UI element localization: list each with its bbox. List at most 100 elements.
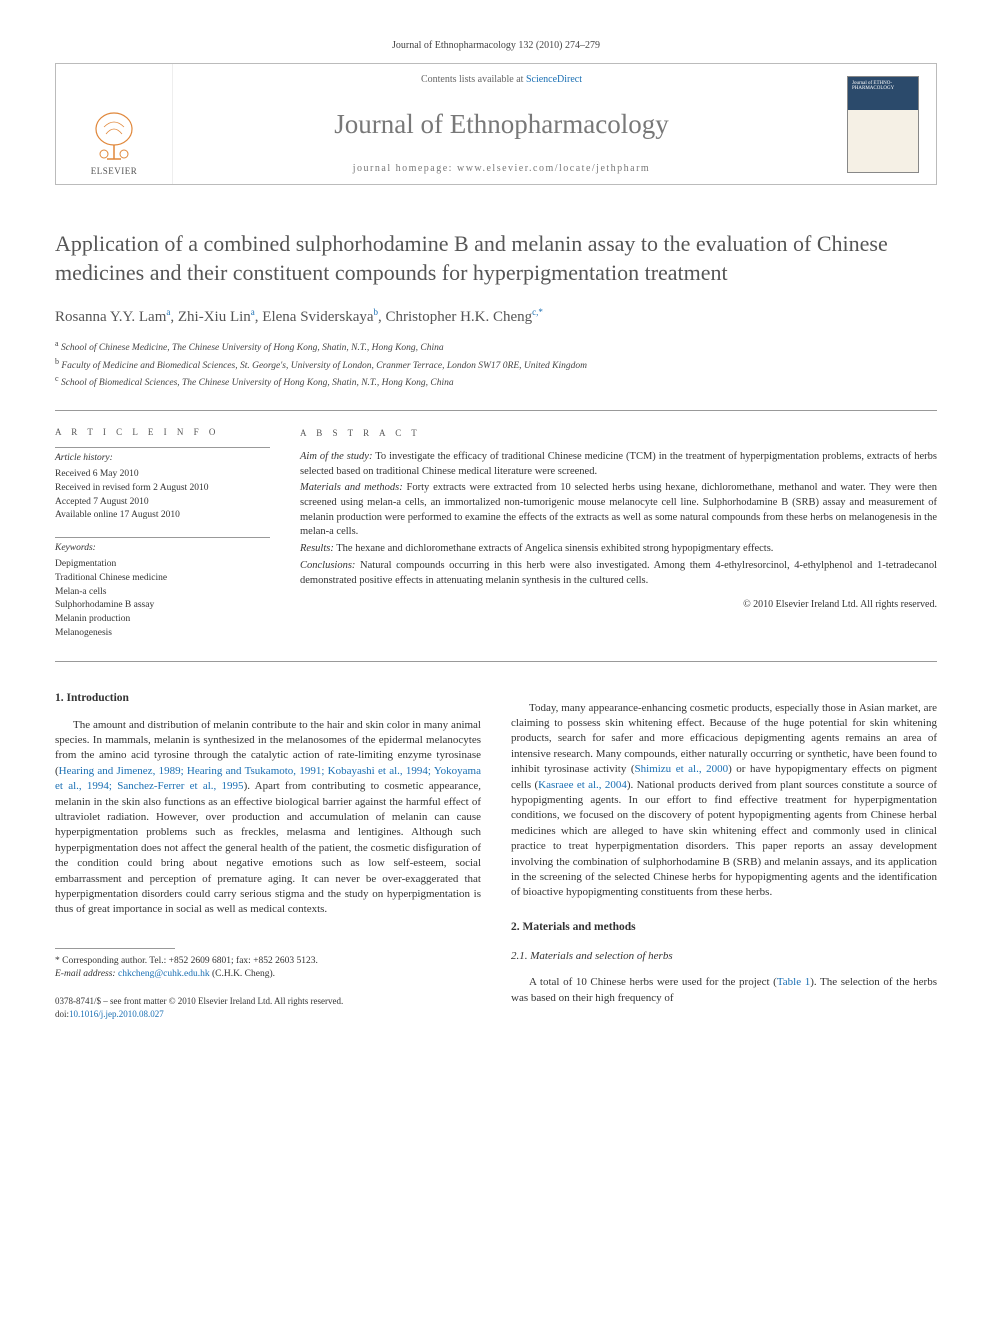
corresponding-footnote: * Corresponding author. Tel.: +852 2609 … xyxy=(55,955,481,982)
publisher-name: ELSEVIER xyxy=(91,166,138,176)
abstract-section: Aim of the study: To investigate the eff… xyxy=(300,450,937,479)
keyword: Melanogenesis xyxy=(55,627,270,641)
author: Elena Sviderskayab xyxy=(262,309,378,325)
article-info-block: A R T I C L E I N F O Article history: R… xyxy=(55,417,270,654)
keyword: Traditional Chinese medicine xyxy=(55,572,270,586)
cover-thumb-box: Journal of ETHNO- PHARMACOLOGY xyxy=(830,64,936,184)
journal-homepage-line: journal homepage: www.elsevier.com/locat… xyxy=(193,163,810,174)
affiliation: c School of Biomedical Sciences, The Chi… xyxy=(55,373,937,390)
email-link[interactable]: chkcheng@cuhk.edu.hk xyxy=(118,969,210,979)
abstract-heading: A B S T R A C T xyxy=(300,427,937,440)
email-label: E-mail address: xyxy=(55,969,118,979)
keyword: Melanin production xyxy=(55,613,270,627)
author-name: Elena Sviderskaya xyxy=(262,309,373,325)
table-link[interactable]: Table 1 xyxy=(777,976,810,988)
left-column: 1. Introduction The amount and distribut… xyxy=(55,690,481,1021)
page-footer: 0378-8741/$ – see front matter © 2010 El… xyxy=(55,995,481,1020)
abs-text: The hexane and dichloromethane extracts … xyxy=(336,543,773,554)
footer-doi-line: doi:10.1016/j.jep.2010.08.027 xyxy=(55,1008,481,1021)
abstract-block: A B S T R A C T Aim of the study: To inv… xyxy=(300,417,937,654)
para-text: ). National products derived from plant … xyxy=(511,779,937,899)
keyword: Depigmentation xyxy=(55,558,270,572)
history-item: Accepted 7 August 2010 xyxy=(55,496,270,510)
abstract-copyright: © 2010 Elsevier Ireland Ltd. All rights … xyxy=(300,598,937,612)
publisher-logo-box: ELSEVIER xyxy=(56,64,173,184)
running-head-citation: Journal of Ethnopharmacology 132 (2010) … xyxy=(55,40,937,51)
abs-text: Natural compounds occurring in this herb… xyxy=(300,560,937,586)
homepage-link[interactable]: www.elsevier.com/locate/jethpharm xyxy=(457,163,650,174)
section-divider xyxy=(55,410,937,411)
section-heading-intro: 1. Introduction xyxy=(55,690,481,706)
keywords-block: Keywords: Depigmentation Traditional Chi… xyxy=(55,537,270,640)
abs-label: Results: xyxy=(300,543,334,554)
homepage-prefix: journal homepage: xyxy=(353,163,457,174)
sciencedirect-link[interactable]: ScienceDirect xyxy=(526,74,582,85)
keyword: Sulphorhodamine B assay xyxy=(55,599,270,613)
keyword: Melan-a cells xyxy=(55,586,270,600)
footer-copyright: 0378-8741/$ – see front matter © 2010 El… xyxy=(55,995,481,1008)
author: Zhi-Xiu Lina xyxy=(178,309,255,325)
citation-link[interactable]: Shimizu et al., 2000 xyxy=(635,763,729,775)
abs-label: Materials and methods: xyxy=(300,482,403,493)
article-title: Application of a combined sulphorhodamin… xyxy=(55,230,937,287)
author: Rosanna Y.Y. Lama xyxy=(55,309,170,325)
citation-link[interactable]: Kasraee et al., 2004 xyxy=(538,779,627,791)
article-history: Article history: Received 6 May 2010 Rec… xyxy=(55,447,270,523)
elsevier-tree-icon xyxy=(89,109,139,164)
para-text: A total of 10 Chinese herbs were used fo… xyxy=(529,976,777,988)
author-aff-sup: b xyxy=(374,307,379,317)
right-column: Today, many appearance-enhancing cosmeti… xyxy=(511,690,937,1021)
contents-available-line: Contents lists available at ScienceDirec… xyxy=(193,74,810,85)
author-name: Rosanna Y.Y. Lam xyxy=(55,309,166,325)
abs-label: Conclusions: xyxy=(300,560,355,571)
info-abstract-row: A R T I C L E I N F O Article history: R… xyxy=(55,417,937,654)
aff-text: Faculty of Medicine and Biomedical Scien… xyxy=(61,361,587,371)
journal-cover-thumbnail: Journal of ETHNO- PHARMACOLOGY xyxy=(847,76,919,173)
journal-title: Journal of Ethnopharmacology xyxy=(193,109,810,140)
author-name: Zhi-Xiu Lin xyxy=(178,309,251,325)
abstract-section: Results: The hexane and dichloromethane … xyxy=(300,542,937,557)
aff-sup: b xyxy=(55,357,59,366)
body-columns: 1. Introduction The amount and distribut… xyxy=(55,690,937,1021)
footnote-contact: * Corresponding author. Tel.: +852 2609 … xyxy=(55,955,481,968)
masthead-center: Contents lists available at ScienceDirec… xyxy=(173,64,830,184)
contents-prefix: Contents lists available at xyxy=(421,74,526,85)
doi-link[interactable]: 10.1016/j.jep.2010.08.027 xyxy=(69,1009,164,1019)
author-aff-sup: a xyxy=(166,307,170,317)
aff-sup: c xyxy=(55,374,59,383)
author: Christopher H.K. Chengc,* xyxy=(386,309,543,325)
abstract-section: Materials and methods: Forty extracts we… xyxy=(300,481,937,540)
abs-text: To investigate the efficacy of tradition… xyxy=(300,451,937,477)
author-name: Christopher H.K. Cheng xyxy=(386,309,533,325)
aff-text: School of Biomedical Sciences, The Chine… xyxy=(61,378,454,388)
abs-label: Aim of the study: xyxy=(300,451,372,462)
author-list: Rosanna Y.Y. Lama, Zhi-Xiu Lina, Elena S… xyxy=(55,307,937,326)
article-info-heading: A R T I C L E I N F O xyxy=(55,427,270,437)
journal-masthead: ELSEVIER Contents lists available at Sci… xyxy=(55,63,937,185)
subsection-heading: 2.1. Materials and selection of herbs xyxy=(511,949,937,964)
affiliation: b Faculty of Medicine and Biomedical Sci… xyxy=(55,356,937,373)
history-label: Article history: xyxy=(55,447,270,466)
affiliation: a School of Chinese Medicine, The Chines… xyxy=(55,338,937,355)
aff-sup: a xyxy=(55,339,59,348)
author-aff-sup: a xyxy=(251,307,255,317)
email-paren: (C.H.K. Cheng). xyxy=(210,969,275,979)
corresponding-marker: * xyxy=(538,307,543,317)
article-page: Journal of Ethnopharmacology 132 (2010) … xyxy=(0,0,992,1061)
history-item: Received 6 May 2010 xyxy=(55,468,270,482)
elsevier-logo: ELSEVIER xyxy=(89,109,139,176)
affiliation-list: a School of Chinese Medicine, The Chines… xyxy=(55,338,937,390)
history-item: Received in revised form 2 August 2010 xyxy=(55,482,270,496)
cover-label: Journal of ETHNO- PHARMACOLOGY xyxy=(852,81,918,91)
footnote-email-line: E-mail address: chkcheng@cuhk.edu.hk (C.… xyxy=(55,968,481,981)
abstract-section: Conclusions: Natural compounds occurring… xyxy=(300,559,937,588)
doi-label: doi: xyxy=(55,1009,69,1019)
para-text: ). Apart from contributing to cosmetic a… xyxy=(55,780,481,915)
section-heading-methods: 2. Materials and methods xyxy=(511,919,937,935)
body-paragraph: Today, many appearance-enhancing cosmeti… xyxy=(511,701,937,901)
body-paragraph: The amount and distribution of melanin c… xyxy=(55,718,481,918)
history-item: Available online 17 August 2010 xyxy=(55,509,270,523)
aff-text: School of Chinese Medicine, The Chinese … xyxy=(61,343,444,353)
section-divider xyxy=(55,661,937,662)
keywords-label: Keywords: xyxy=(55,537,270,556)
